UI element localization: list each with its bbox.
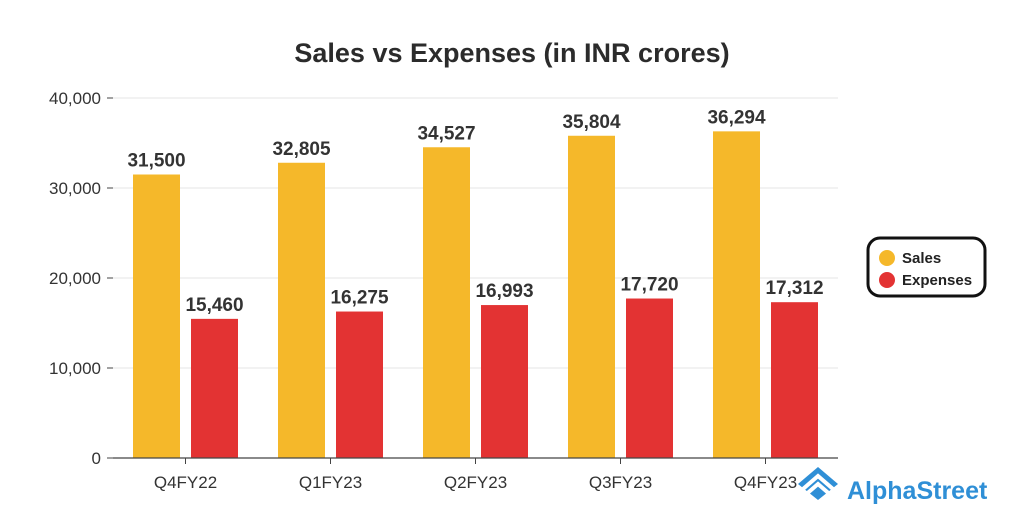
legend: Sales Expenses: [866, 236, 987, 298]
data-label-expenses: 16,993: [475, 281, 533, 302]
brand-name: AlphaStreet: [847, 477, 988, 505]
data-label-expenses: 16,275: [330, 288, 389, 309]
y-tick-label: 0: [92, 449, 101, 468]
data-label-expenses: 17,312: [765, 278, 823, 299]
x-axis-ticks: Q4FY22 Q1FY23 Q2FY23 Q3FY23 Q4FY23: [154, 458, 797, 492]
y-axis-ticks: 0 10,000 20,000 30,000 40,000: [49, 89, 113, 468]
x-tick-label: Q4FY23: [734, 473, 797, 492]
data-label-expenses: 15,460: [185, 295, 243, 316]
bar-expenses: [771, 302, 818, 458]
data-label-sales: 32,805: [272, 139, 331, 160]
y-tick-label: 30,000: [49, 179, 101, 198]
bar-expenses: [191, 318, 238, 458]
bar-sales: [133, 174, 180, 458]
bars: [133, 131, 818, 458]
legend-box: [866, 236, 987, 298]
x-tick-label: Q4FY22: [154, 473, 217, 492]
bar-sales: [423, 147, 470, 458]
data-label-sales: 31,500: [127, 151, 185, 172]
alphastreet-logo-icon: [798, 467, 838, 500]
bar-expenses: [626, 298, 673, 458]
chart-title: Sales vs Expenses (in INR crores): [294, 38, 729, 68]
y-tick-label: 40,000: [49, 89, 101, 108]
bar-sales: [568, 135, 615, 458]
bar-sales: [713, 131, 760, 458]
legend-label-sales: Sales: [902, 250, 941, 267]
data-label-sales: 34,527: [417, 123, 475, 144]
data-label-sales: 35,804: [562, 112, 621, 133]
legend-swatch-expenses: [879, 272, 895, 288]
legend-label-expenses: Expenses: [902, 272, 972, 289]
legend-swatch-sales: [879, 250, 895, 266]
bar-expenses: [481, 305, 528, 458]
x-tick-label: Q1FY23: [299, 473, 362, 492]
x-tick-label: Q3FY23: [589, 473, 652, 492]
x-tick-label: Q2FY23: [444, 473, 507, 492]
data-label-sales: 36,294: [707, 107, 766, 128]
bar-expenses: [336, 311, 383, 458]
y-tick-label: 10,000: [49, 359, 101, 378]
brand-logo: AlphaStreet: [798, 467, 988, 505]
data-label-expenses: 17,720: [620, 275, 678, 296]
data-labels: 31,500 15,460 32,805 16,275 34,527 16,993 35,8…: [127, 107, 823, 316]
y-tick-label: 20,000: [49, 269, 101, 288]
bar-sales: [278, 162, 325, 458]
